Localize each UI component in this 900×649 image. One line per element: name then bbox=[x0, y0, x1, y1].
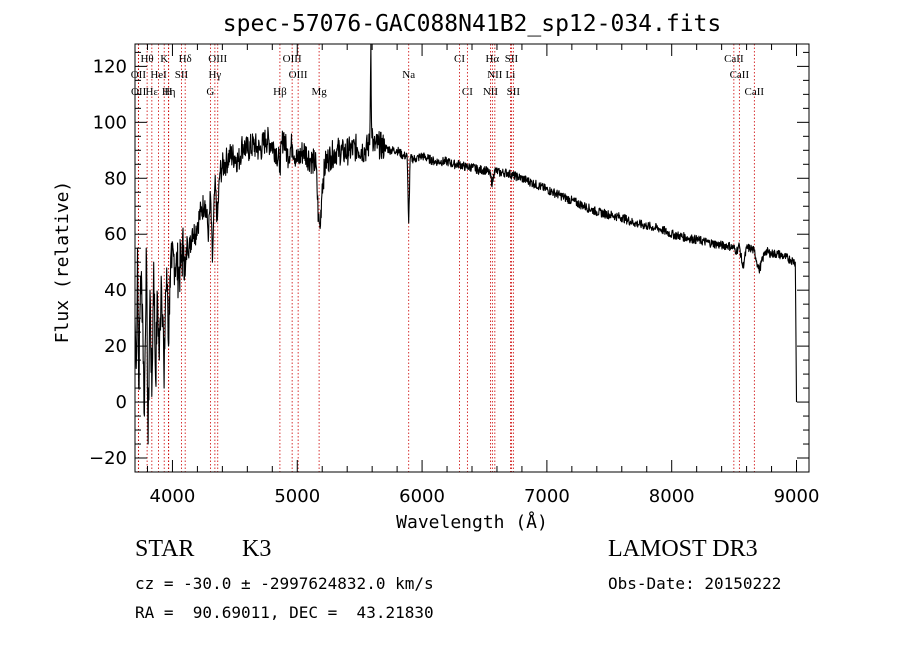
y-tick-label-4: 60 bbox=[104, 224, 127, 245]
line-label-3: OIII bbox=[208, 53, 227, 65]
line-label-9: OII bbox=[131, 69, 147, 81]
line-label-4: OIII bbox=[283, 53, 302, 65]
line-label-10: HeI bbox=[150, 69, 167, 81]
line-label-23: Hβ bbox=[273, 86, 287, 98]
line-label-12: Hγ bbox=[208, 69, 221, 81]
line-label-0: Hθ bbox=[140, 53, 153, 65]
line-label-24: Mg bbox=[311, 86, 327, 98]
line-label-26: NII bbox=[483, 86, 499, 98]
axes: 4000 5000 6000 7000 8000 9000 −20 0 20 40 60 80 100 1… bbox=[89, 44, 819, 507]
line-label-25: CI bbox=[462, 86, 473, 98]
y-tick-label-6: 100 bbox=[93, 112, 127, 133]
line-label-19: Hε bbox=[146, 86, 159, 98]
line-label-20: Hη bbox=[162, 86, 176, 98]
y-tick-label-1: 0 bbox=[116, 392, 127, 413]
line-label-28: CaII bbox=[745, 86, 765, 98]
x-tick-label-4: 8000 bbox=[649, 486, 695, 507]
line-label-13: OIII bbox=[289, 69, 308, 81]
line-label-8: CaII bbox=[724, 53, 744, 65]
line-label-27: SII bbox=[507, 86, 521, 98]
x-tick-label-1: 5000 bbox=[274, 486, 320, 507]
line-label-15: NII bbox=[487, 69, 503, 81]
coordinates-text: RA = 90.69011, DEC = 43.21830 bbox=[135, 603, 434, 622]
line-label-21: H bbox=[164, 86, 172, 98]
line-label-1: K bbox=[160, 53, 168, 65]
redshift-text: cz = -30.0 ± -2997624832.0 km/s bbox=[135, 574, 434, 593]
y-axis-label: Flux (relative) bbox=[52, 181, 73, 344]
survey-label: LAMOST DR3 bbox=[608, 536, 758, 562]
x-tick-label-3: 7000 bbox=[524, 486, 570, 507]
spectrum-line bbox=[134, 43, 798, 445]
subclass-label: K3 bbox=[242, 536, 272, 562]
y-tick-label-7: 120 bbox=[93, 56, 127, 77]
line-label-6: Hα bbox=[485, 53, 499, 65]
line-label-11: SII bbox=[175, 69, 189, 81]
line-label-14: Na bbox=[402, 69, 415, 81]
line-label-2: Hδ bbox=[179, 53, 192, 65]
x-tick-label-0: 4000 bbox=[150, 486, 196, 507]
line-labels: Hθ K Hδ OIII OIII CI Hα SII CaII OII HeI SII Hγ OIII N… bbox=[131, 53, 765, 98]
y-tick-label-2: 20 bbox=[104, 336, 127, 357]
line-label-16: Li bbox=[506, 69, 516, 81]
x-tick-label-5: 9000 bbox=[774, 486, 820, 507]
x-axis-label: Wavelength (Å) bbox=[396, 511, 548, 533]
line-markers bbox=[137, 44, 755, 472]
line-label-17: CaII bbox=[730, 69, 750, 81]
line-label-7: SII bbox=[505, 53, 519, 65]
spectrum-series bbox=[134, 43, 798, 445]
y-tick-label-5: 80 bbox=[104, 168, 127, 189]
line-label-22: G bbox=[206, 86, 214, 98]
x-tick-label-2: 6000 bbox=[399, 486, 445, 507]
class-label: STAR bbox=[135, 536, 195, 562]
line-label-5: CI bbox=[454, 53, 465, 65]
chart-title: spec-57076-GAC088N41B2_sp12-034.fits bbox=[223, 11, 722, 37]
plot-frame bbox=[134, 43, 810, 473]
y-tick-label-3: 40 bbox=[104, 280, 127, 301]
obs-date-text: Obs-Date: 20150222 bbox=[608, 574, 782, 593]
y-tick-label-0: −20 bbox=[89, 448, 127, 469]
line-label-18: OII bbox=[131, 86, 147, 98]
